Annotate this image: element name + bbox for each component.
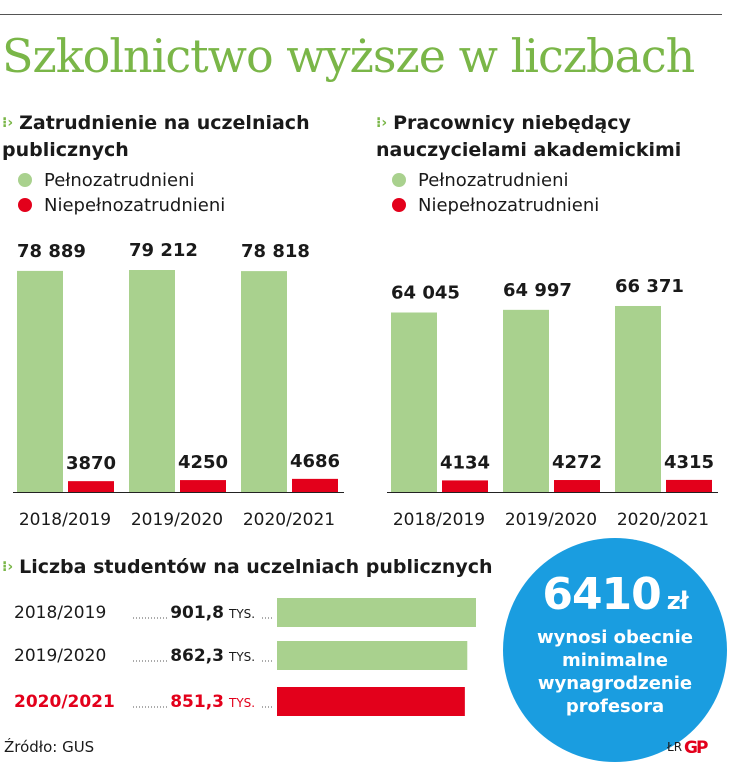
chart3-title: Liczba studentów na uczelniach publiczny… (19, 556, 493, 578)
x-tick-label: 2018/2019 (19, 510, 111, 530)
bar-label-part: 4315 (664, 452, 714, 473)
chart1-header: ⁝› Zatrudnienie na uczelniach publicznych (2, 110, 342, 164)
red-dot-icon (392, 198, 406, 212)
student-bar-2 (277, 687, 465, 716)
bar-full-1-0 (391, 312, 437, 492)
bar-label-part: 4686 (290, 451, 340, 472)
bar-label-full: 78 889 (17, 241, 86, 262)
x-tick-label: 2020/2021 (243, 510, 335, 530)
row-value: 851,3 (170, 692, 224, 712)
student-bar-1 (277, 641, 468, 670)
bar-full-1-2 (615, 305, 661, 492)
row-category: 2020/2021 (14, 692, 115, 712)
bar-part-1-1 (554, 480, 600, 492)
bar-label-part: 4250 (178, 452, 228, 473)
chart2-title: Pracownicy niebędący nauczycielami akade… (376, 112, 682, 161)
x-tick-label: 2018/2019 (393, 510, 485, 530)
arrow-icon: ⁝› (376, 115, 388, 131)
bar-full-0-1 (129, 270, 175, 492)
salary-unit: zł (666, 587, 689, 615)
bar-label-part: 4272 (552, 452, 602, 473)
source-note: Źródło: GUS (4, 738, 95, 756)
author-initials: ŁR (667, 740, 683, 754)
bar-part-0-0 (68, 481, 114, 492)
salary-description: wynosi obecnie minimalne wynagrodzenie p… (536, 627, 693, 717)
row-category: 2018/2019 (14, 603, 106, 623)
chart1-title: Zatrudnienie na uczelniach publicznych (2, 112, 310, 161)
legend-label: Niepełnozatrudnieni (418, 195, 600, 216)
salary-number: 6410 (542, 569, 661, 620)
bar-part-1-2 (666, 479, 712, 492)
bar-full-1-1 (503, 309, 549, 492)
arrow-icon: ⁝› (2, 115, 14, 131)
bar-label-part: 3870 (66, 453, 116, 474)
green-dot-icon (18, 173, 32, 187)
top-rule (0, 14, 722, 15)
chart1-legend-part: Niepełnozatrudnieni (18, 195, 225, 217)
row-unit: TYS. (228, 696, 255, 710)
chart2-legend-full: Pełnozatrudnieni (392, 170, 569, 192)
salary-value: 6410 zł (503, 570, 727, 626)
green-dot-icon (392, 173, 406, 187)
row-category: 2019/2020 (14, 646, 106, 666)
bar-full-0-0 (17, 270, 63, 492)
bar-part-1-0 (442, 480, 488, 492)
bar-label-part: 4134 (440, 452, 490, 473)
bar-label-full: 79 212 (129, 240, 198, 261)
x-tick-label: 2019/2020 (131, 510, 223, 530)
chart1-legend-full: Pełnozatrudnieni (18, 170, 195, 192)
bar-part-0-1 (180, 480, 226, 492)
bar-label-full: 66 371 (615, 276, 684, 297)
bar-label-full: 78 818 (241, 241, 310, 262)
legend-label: Niepełnozatrudnieni (44, 195, 226, 216)
bar-full-0-2 (241, 271, 287, 492)
arrow-icon: ⁝› (2, 559, 14, 575)
row-unit: TYS. (228, 650, 255, 664)
row-value: 901,8 (170, 603, 224, 623)
row-unit: TYS. (228, 607, 255, 621)
legend-label: Pełnozatrudnieni (44, 170, 195, 191)
row-value: 862,3 (170, 646, 224, 666)
chart2-legend-part: Niepełnozatrudnieni (392, 195, 599, 217)
publisher-logo: GP (684, 738, 708, 758)
page-title: Szkolnictwo wyższe w liczbach (2, 29, 695, 83)
x-tick-label: 2019/2020 (505, 510, 597, 530)
bar-label-full: 64 997 (503, 280, 572, 301)
bar-part-0-2 (292, 478, 338, 492)
legend-label: Pełnozatrudnieni (418, 170, 569, 191)
profesor-salary-badge: 6410 zł wynosi obecnie minimalne wynagrod… (503, 538, 727, 762)
x-tick-label: 2020/2021 (617, 510, 709, 530)
chart2-header: ⁝› Pracownicy niebędący nauczycielami aka… (376, 110, 726, 164)
student-bar-0 (277, 598, 476, 627)
chart3-header: ⁝› Liczba studentów na uczelniach publicz… (2, 554, 502, 581)
bar-label-full: 64 045 (391, 283, 460, 304)
red-dot-icon (18, 198, 32, 212)
